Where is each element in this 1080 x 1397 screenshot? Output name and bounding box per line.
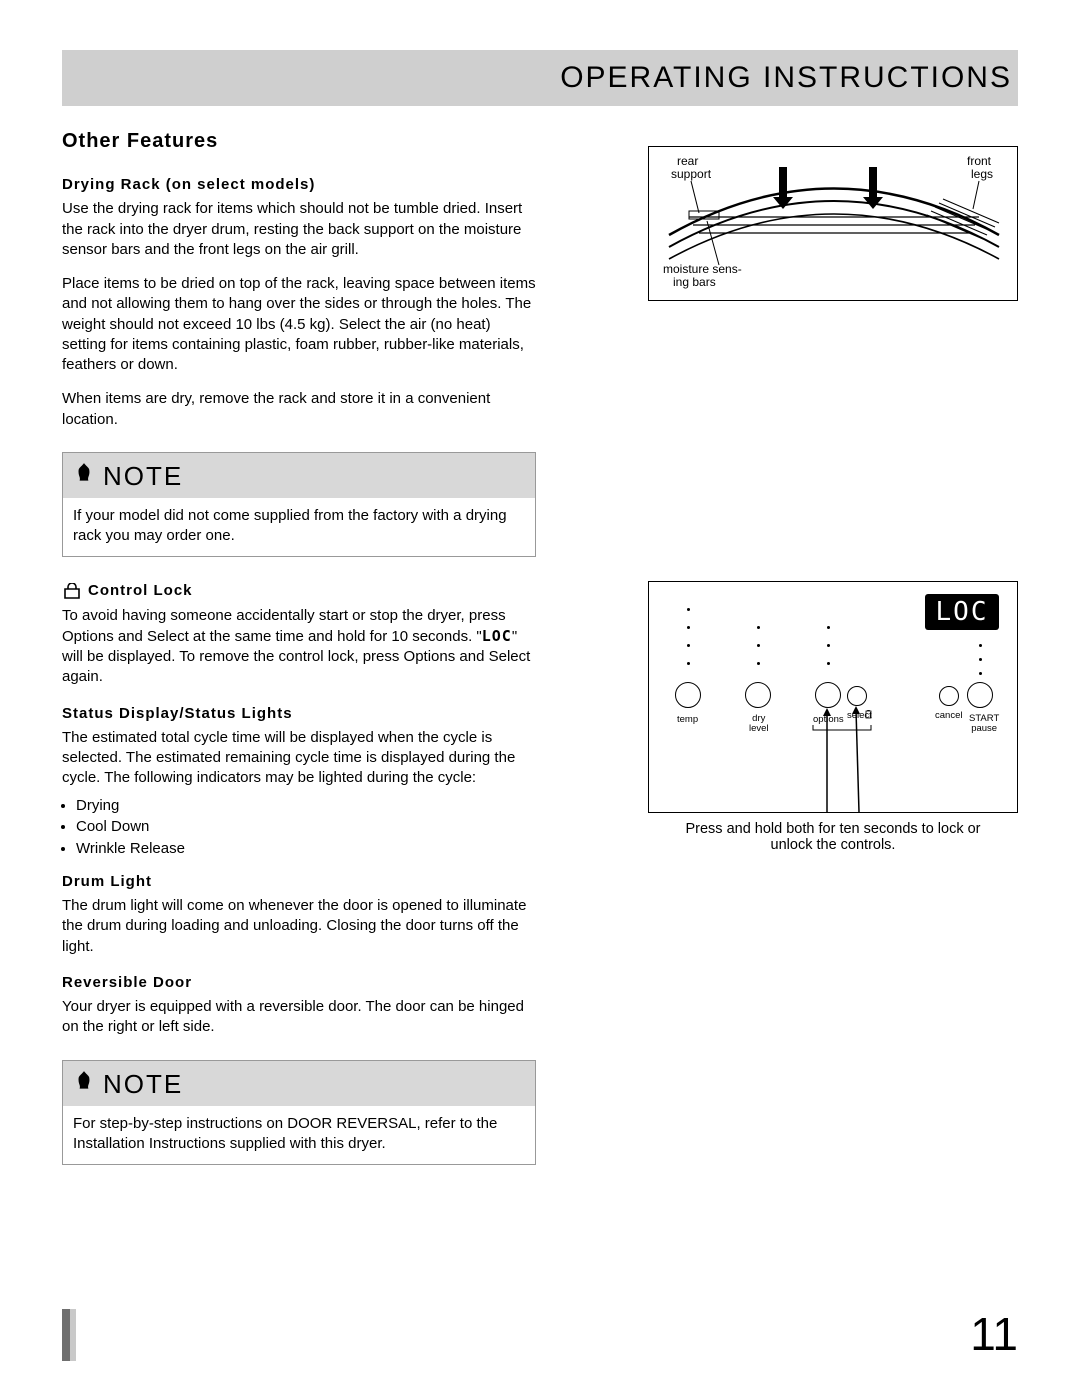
page-number: 11 xyxy=(970,1307,1018,1361)
reversible-heading: Reversible Door xyxy=(62,973,536,993)
control-panel-diagram: LOC temp dry level options select cancel xyxy=(648,581,1018,813)
note-body: For step-by-step instructions on DOOR RE… xyxy=(63,1106,535,1165)
drying-rack-p1: Use the drying rack for items which shou… xyxy=(62,199,536,260)
drying-rack-diagram: rear support front legs xyxy=(648,146,1018,301)
cl-a: To avoid having someone accidentally sta… xyxy=(62,607,506,645)
page-header-title: OPERATING INSTRUCTIONS xyxy=(560,61,1012,95)
content-columns: Other Features Drying Rack (on select mo… xyxy=(62,128,1018,1165)
svg-text:moisture sens-: moisture sens- xyxy=(663,262,742,276)
bullet-item: Drying xyxy=(76,795,536,817)
status-bullets: Drying Cool Down Wrinkle Release xyxy=(76,795,536,860)
drying-rack-p2: Place items to be dried on top of the ra… xyxy=(62,274,536,375)
cl-loc: LOC xyxy=(482,627,512,645)
note-label: NOTE xyxy=(103,1067,183,1102)
bullet-item: Cool Down xyxy=(76,816,536,838)
reversible-body: Your dryer is equipped with a reversible… xyxy=(62,997,536,1038)
svg-text:ing bars: ing bars xyxy=(673,275,716,289)
status-body: The estimated total cycle time will be d… xyxy=(62,728,536,789)
header-bar: OPERATING INSTRUCTIONS xyxy=(62,50,1018,106)
manual-page: OPERATING INSTRUCTIONS Other Features Dr… xyxy=(0,0,1080,1397)
note-box-2: NOTE For step-by-step instructions on DO… xyxy=(62,1060,536,1166)
note-header: NOTE xyxy=(63,1061,535,1106)
control-lock-row: Control Lock xyxy=(62,581,536,601)
svg-text:legs: legs xyxy=(971,167,993,181)
diag-label-rear: rear xyxy=(677,154,698,168)
note-header: NOTE xyxy=(63,453,535,498)
note-icon xyxy=(73,461,95,491)
footer-mark xyxy=(62,1309,76,1361)
svg-text:front: front xyxy=(967,154,992,168)
drying-rack-heading: Drying Rack (on select models) xyxy=(62,175,536,195)
note-icon xyxy=(73,1069,95,1099)
note-label: NOTE xyxy=(103,459,183,494)
status-heading: Status Display/Status Lights xyxy=(62,704,536,724)
drum-light-heading: Drum Light xyxy=(62,872,536,892)
panel-caption: Press and hold both for ten seconds to l… xyxy=(648,821,1018,853)
lock-icon xyxy=(62,583,82,599)
right-column: rear support front legs xyxy=(540,128,1018,1165)
drying-rack-p3: When items are dry, remove the rack and … xyxy=(62,389,536,430)
bullet-item: Wrinkle Release xyxy=(76,838,536,860)
svg-text:support: support xyxy=(671,167,712,181)
section-title: Other Features xyxy=(62,128,536,155)
control-lock-body: To avoid having someone accidentally sta… xyxy=(62,606,536,688)
drum-light-body: The drum light will come on whenever the… xyxy=(62,896,536,957)
control-lock-heading: Control Lock xyxy=(88,581,193,601)
note-body: If your model did not come supplied from… xyxy=(63,498,535,557)
left-column: Other Features Drying Rack (on select mo… xyxy=(62,128,540,1165)
note-box-1: NOTE If your model did not come supplied… xyxy=(62,452,536,558)
